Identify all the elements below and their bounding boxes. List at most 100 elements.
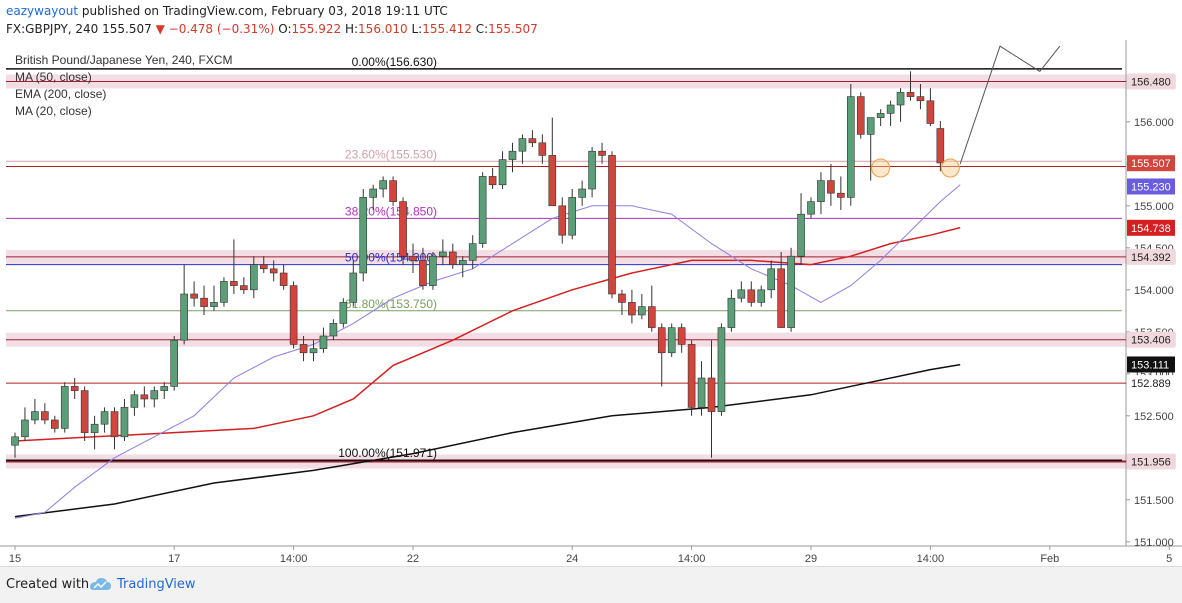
zone-badge-2-bg — [1127, 248, 1175, 265]
legend-title: British Pound/Japanese Yen, 240, FXCM — [15, 53, 232, 67]
close-value: 155.507 — [488, 22, 538, 36]
open-label: O: — [278, 22, 292, 36]
candle-body-9 — [100, 411, 109, 425]
y-tick-label-3: 152.500 — [1134, 411, 1174, 423]
candle-body-2 — [31, 411, 39, 421]
candle-body-85 — [856, 96, 865, 135]
candle-body-8 — [90, 423, 99, 433]
chart-legend: British Pound/Japanese Yen, 240, FXCM MA… — [15, 53, 232, 118]
zone-badge-3-bg — [1127, 331, 1175, 348]
zone-badge-5-label: 151.956 — [1131, 456, 1171, 468]
candle-body-92 — [926, 100, 935, 124]
candle-body-89 — [896, 92, 905, 106]
candle-body-61 — [618, 293, 626, 303]
legend-ma20: MA (20, close) — [15, 104, 92, 118]
ma50-path — [14, 226, 961, 442]
price-badge-ma20-label: 155.230 — [1131, 181, 1171, 193]
chart-frame — [0, 40, 1182, 547]
fib-label-5: 100.00%(151.971) — [338, 446, 437, 460]
candle-body-70 — [707, 377, 716, 412]
price-badge-ema200-bg — [1127, 356, 1175, 373]
footer: Created with TradingView — [0, 566, 1182, 603]
price-badge-last-bg — [1127, 155, 1175, 172]
candle-body-23 — [240, 285, 248, 291]
close-label: C: — [475, 22, 489, 36]
high-label: H: — [344, 22, 359, 36]
candlestick-chart[interactable]: 0.00%(156.630) 23.60%(155.530) 38.20%(154.… — [0, 40, 1182, 566]
candle-body-72 — [727, 297, 736, 328]
y-tick-label-0: 151.000 — [1134, 537, 1174, 549]
candle-body-18 — [190, 293, 198, 299]
legend-ma50: MA (50, close) — [15, 70, 92, 84]
candle-body-88 — [886, 104, 895, 114]
highlight-circle-1 — [940, 158, 960, 178]
fib-label-3: 50.00%(154.300) — [345, 251, 437, 265]
candle-body-36 — [369, 188, 378, 198]
candle-body-54 — [548, 155, 557, 207]
candle-body-91 — [916, 96, 925, 102]
candle-body-16 — [170, 339, 178, 387]
candle-body-80 — [807, 201, 815, 215]
candle-body-52 — [528, 138, 537, 144]
candle-body-48 — [488, 176, 497, 186]
x-tick-label-1: 17 — [168, 553, 180, 565]
tradingview-cloud-icon — [90, 578, 111, 590]
zone-badge-0-label: 156.480 — [1131, 76, 1171, 88]
zone-badge-2-label: 154.392 — [1131, 252, 1171, 264]
candle-body-35 — [359, 197, 368, 274]
forecast-path — [959, 45, 1061, 164]
candle-body-63 — [638, 306, 646, 316]
publish-header: eazywayout published on TradingView.com,… — [0, 0, 1182, 40]
candle-body-34 — [349, 272, 358, 303]
candle-body-12 — [130, 394, 139, 408]
candle-body-60 — [608, 155, 616, 295]
candle-body-3 — [41, 411, 49, 421]
candle-body-55 — [558, 205, 567, 236]
tradingview-link[interactable]: TradingView — [117, 577, 196, 592]
y-tick-label-8: 155.000 — [1134, 201, 1174, 213]
candle-body-22 — [230, 281, 238, 286]
candle-body-13 — [140, 394, 149, 400]
candle-body-73 — [737, 289, 746, 299]
symbol-name: FX:GBPJPY, 240 — [6, 22, 99, 36]
candle-body-40 — [409, 255, 417, 261]
fib-label-0: 0.00%(156.630) — [352, 55, 437, 69]
candle-body-79 — [797, 213, 805, 257]
candle-body-41 — [419, 260, 427, 286]
candle-body-62 — [628, 302, 636, 316]
fib-label-1: 23.60%(155.530) — [345, 147, 437, 161]
candle-body-1 — [21, 419, 29, 438]
level-badge-4-bg — [1127, 375, 1175, 392]
candle-body-10 — [110, 411, 119, 438]
candle-body-82 — [827, 180, 835, 194]
price-badge-ma50-label: 154.738 — [1131, 223, 1171, 235]
candle-body-37 — [379, 180, 387, 190]
annotations — [871, 45, 1061, 178]
candle-body-28 — [289, 285, 298, 345]
candle-body-53 — [538, 142, 547, 156]
candle-body-20 — [210, 302, 218, 307]
fib-label-4: 61.80%(153.750) — [345, 297, 437, 311]
last-price: 155.507 — [102, 22, 152, 36]
x-tick-label-6: 29 — [805, 553, 817, 565]
candle-body-87 — [876, 113, 885, 118]
fib-label-2: 38.20%(154.850) — [345, 204, 437, 218]
candle-body-30 — [309, 348, 318, 354]
candle-body-14 — [150, 390, 159, 400]
price-axis[interactable]: 151.000151.500152.500153.000153.500154.0… — [1126, 73, 1175, 549]
candle-body-17 — [180, 293, 188, 341]
ma20-line — [14, 184, 961, 519]
candle-body-59 — [598, 150, 606, 156]
x-tick-label-8: Feb — [1040, 553, 1059, 565]
candle-body-29 — [299, 344, 308, 354]
author-link[interactable]: eazywayout — [6, 4, 79, 18]
y-tick-label-6: 154.000 — [1134, 285, 1174, 297]
candle-body-4 — [50, 419, 59, 429]
candle-body-67 — [677, 327, 686, 345]
candle-body-49 — [498, 159, 507, 186]
price-badge-ma50-bg — [1127, 219, 1175, 236]
candle-body-42 — [429, 255, 437, 286]
zone-badge-3-label: 153.406 — [1131, 335, 1171, 347]
candle-body-76 — [767, 268, 776, 291]
